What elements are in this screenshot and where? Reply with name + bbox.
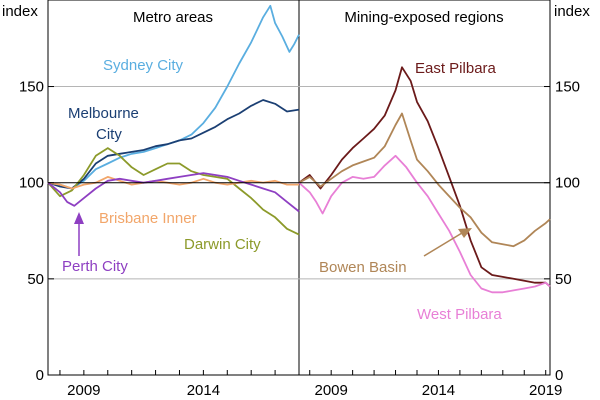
label-east-pilbara: East Pilbara: [415, 60, 497, 77]
gridlines: [48, 86, 550, 280]
x-tick-2014-panel-0: 2014: [187, 382, 220, 399]
y-tick-left-50: 50: [27, 271, 44, 288]
label-west-pilbara: West Pilbara: [417, 306, 502, 323]
label-darwin-city: Darwin City: [184, 236, 261, 253]
series-west-pilbara: [298, 154, 551, 294]
series-perth-city: [47, 172, 300, 213]
left-panel-title: Metro areas: [133, 9, 213, 26]
series-brisbane-inner: [47, 175, 299, 190]
series-melbourne-city: [47, 99, 300, 190]
series-east-pilbara: [298, 66, 551, 288]
label-perth-city: Perth City: [62, 258, 128, 275]
y-tick-right-150: 150: [555, 79, 580, 96]
x-tick-2009-panel-1: 2009: [314, 382, 347, 399]
y-tick-left-150: 150: [19, 79, 44, 96]
y-tick-left-0: 0: [36, 367, 44, 384]
y-tick-right-50: 50: [555, 271, 572, 288]
label-melbourne-city: City: [96, 126, 122, 143]
label-brisbane-inner: Brisbane Inner: [99, 210, 197, 227]
y-tick-right-100: 100: [555, 175, 580, 192]
axes: 0 0 50 50 100 100 150 150 2009 2014 2009 2014 2019: [19, 79, 580, 399]
series-sydney-city: [47, 4, 300, 190]
x-tick-2009-panel-0: 2009: [67, 382, 100, 399]
x-tick-2014-panel-1: 2014: [422, 382, 455, 399]
left-unit-label: index: [2, 3, 38, 20]
right-panel-frame: [298, 0, 551, 376]
y-tick-left-100: 100: [19, 175, 44, 192]
x-tick-2019-panel-1: 2019: [529, 382, 562, 399]
label-bowen-basin: Bowen Basin: [319, 259, 407, 276]
right-panel-lines: [298, 66, 551, 294]
right-panel-title: Mining-exposed regions: [344, 9, 503, 26]
y-tick-right-0: 0: [555, 367, 563, 384]
series-darwin-city: [47, 147, 300, 236]
right-unit-label: index: [554, 3, 590, 20]
series-bowen-basin: [298, 112, 551, 248]
bowen-basin-arrow: [423, 228, 472, 257]
label-sydney-city: Sydney City: [103, 57, 184, 74]
perth-city-arrow: [74, 212, 84, 256]
left-panel-lines: [47, 4, 300, 236]
label-melbourne: Melbourne: [68, 105, 139, 122]
